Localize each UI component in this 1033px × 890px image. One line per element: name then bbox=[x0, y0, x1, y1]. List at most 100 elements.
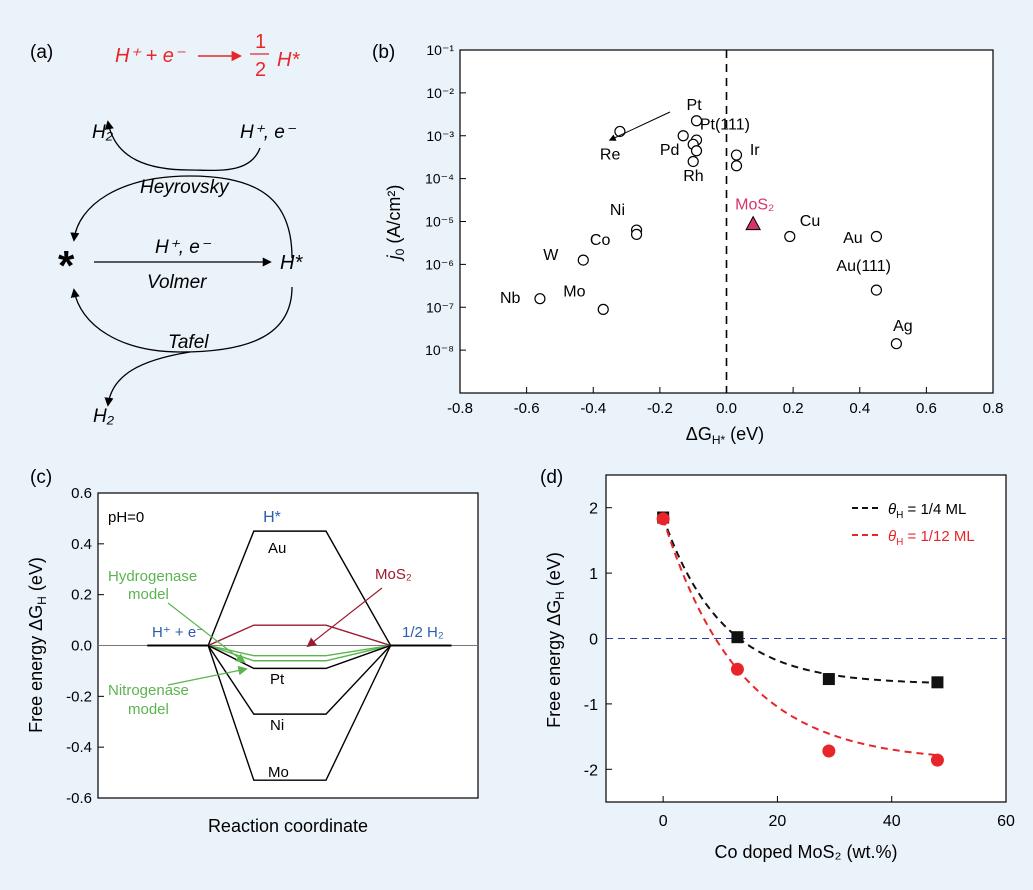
active-site-star: * bbox=[58, 242, 75, 289]
d-point-circle bbox=[930, 753, 944, 767]
b-xtick-label: -0.6 bbox=[514, 400, 540, 417]
b-point bbox=[577, 254, 589, 266]
d-ylabel-sub: H bbox=[553, 591, 567, 600]
d-fit-curve bbox=[662, 517, 938, 684]
c-ytick-label: 0.6 bbox=[71, 485, 92, 502]
c-ytick-label: 0.4 bbox=[71, 536, 92, 553]
b-ytick-label: 10⁻³ bbox=[426, 128, 454, 144]
d-point-square bbox=[822, 673, 835, 686]
hstar-label: H* bbox=[280, 252, 303, 274]
b-ytick-label: 10⁻⁶ bbox=[425, 256, 454, 272]
b-xtick-label: 0.2 bbox=[783, 400, 804, 417]
d-legend-label-2: θH = 1/12 ML bbox=[888, 528, 975, 548]
panel-c-free-energy-diagram: (c) 0.6 0.4 0.2 0.0 -0.2 -0.4 -0.6 pH=0 H* H⁺ … bbox=[26, 467, 479, 836]
c-ni-label: Ni bbox=[270, 717, 284, 734]
c-left-state-label: H⁺ + e⁻ bbox=[152, 624, 204, 641]
d-ytick-label: 2 bbox=[589, 501, 598, 518]
b-ytick-label: 10⁻⁴ bbox=[425, 171, 454, 187]
volmer-label: Volmer bbox=[147, 272, 207, 293]
pt111-pointer bbox=[608, 111, 671, 141]
d-xlabel: Co doped MoS₂ (wt.%) bbox=[714, 842, 897, 862]
c-ytick-label: 0.0 bbox=[71, 638, 92, 655]
b-ytick-label: 10⁻⁸ bbox=[425, 342, 454, 358]
d-legend-1-pre: θ bbox=[888, 501, 896, 518]
d-ylabel: Free energy ΔGH (eV) bbox=[544, 552, 567, 728]
b-xtick-label: 0.0 bbox=[716, 400, 737, 417]
b-point bbox=[870, 284, 883, 296]
b-point bbox=[784, 230, 796, 243]
d-ytick-label: 1 bbox=[589, 566, 598, 583]
b-xlabel-post: (eV) bbox=[725, 424, 764, 444]
b-label: Pt(111) bbox=[700, 116, 750, 133]
b-mos2-label: MoS₂ bbox=[735, 197, 774, 214]
c-mo-label: Mo bbox=[268, 764, 289, 781]
c-ylabel-pre: Free energy ΔG bbox=[26, 605, 46, 733]
c-ytick-label: 0.2 bbox=[71, 587, 92, 604]
d-xtick-label: 40 bbox=[883, 813, 901, 830]
tafel-arrow bbox=[70, 286, 293, 353]
b-xaxis-ticks: -0.8 -0.6 -0.4 -0.2 0.0 0.2 0.4 0.6 0.8 bbox=[447, 387, 1003, 417]
heyrovsky-lower-arrow bbox=[70, 175, 293, 259]
b-ytick-label: 10⁻⁵ bbox=[425, 214, 454, 230]
proton-top-label: H⁺, e⁻ bbox=[240, 122, 297, 143]
c-ylabel-sub: H bbox=[35, 596, 49, 605]
c-ylabel: Free energy ΔGH (eV) bbox=[26, 557, 49, 733]
b-point bbox=[534, 293, 546, 305]
b-xtick-label: -0.2 bbox=[647, 400, 673, 417]
tafel-label: Tafel bbox=[168, 332, 209, 353]
d-ylabel-post: (eV) bbox=[544, 552, 564, 591]
b-xtick-label: -0.4 bbox=[580, 400, 606, 417]
b-label: Rh bbox=[683, 168, 703, 185]
panel-d-co-doping: (d) 210-1-2 0 20 40 60 θH = 1/4 ML θH = 1/1… bbox=[540, 467, 1015, 862]
d-legend-2-post: = 1/12 ML bbox=[903, 528, 974, 545]
panel-c-label: (c) bbox=[30, 467, 52, 488]
tafel-h2-arrow bbox=[104, 351, 191, 407]
b-label: Co bbox=[590, 232, 611, 249]
panel-b-label: (b) bbox=[372, 42, 395, 63]
reaction-lhs: H⁺ + e⁻ bbox=[115, 45, 186, 67]
b-xtick-label: 0.6 bbox=[916, 400, 937, 417]
b-label: Mo bbox=[563, 284, 585, 301]
b-label: Pd bbox=[660, 142, 680, 159]
reaction-equation: H⁺ + e⁻ 1 2 H* bbox=[115, 31, 300, 81]
reaction-product: H* bbox=[277, 49, 300, 71]
panel-a-label: (a) bbox=[30, 42, 53, 63]
b-label: Ni bbox=[610, 202, 625, 219]
b-ylabel-pre: j bbox=[384, 254, 404, 262]
b-label: Ir bbox=[750, 142, 760, 159]
c-ytick-label: -0.2 bbox=[66, 688, 92, 705]
d-fit-curves bbox=[662, 517, 938, 757]
proton-mid-label: H⁺, e⁻ bbox=[155, 237, 212, 258]
b-point bbox=[890, 338, 902, 350]
d-point-circle bbox=[730, 662, 744, 676]
b-label: Nb bbox=[500, 290, 521, 307]
c-nitrogenase-label-1: Nitrogenase bbox=[108, 682, 189, 699]
c-right-state-label: 1/2 H₂ bbox=[402, 624, 444, 641]
c-hydrogenase-label-2: model bbox=[128, 586, 169, 603]
d-yaxis-ticks: 2 1 0 -1 -2 bbox=[584, 501, 612, 779]
d-xaxis-ticks: 0 20 40 60 bbox=[659, 796, 1015, 830]
b-point bbox=[730, 149, 743, 161]
c-xlabel: Reaction coordinate bbox=[208, 816, 368, 836]
d-legend: θH = 1/4 ML θH = 1/12 ML bbox=[852, 501, 975, 548]
b-point bbox=[870, 230, 883, 243]
d-point-square bbox=[731, 631, 744, 644]
b-xtick-label: 0.4 bbox=[849, 400, 870, 417]
c-au-label: Au bbox=[268, 540, 286, 557]
d-xtick-label: 0 bbox=[659, 813, 668, 830]
b-point bbox=[690, 145, 703, 157]
reaction-half-num: 1 bbox=[255, 31, 266, 53]
d-ytick-label: -2 bbox=[584, 762, 598, 779]
c-mos2-label: MoS₂ bbox=[375, 566, 412, 583]
c-ph-note: pH=0 bbox=[108, 509, 144, 526]
b-label: Au(111) bbox=[836, 258, 891, 275]
b-point bbox=[687, 155, 699, 168]
b-yaxis-ticks: 10⁻¹ 10⁻² 10⁻³ 10⁻⁴ 10⁻⁵ 10⁻⁶ 10⁻⁷ 10⁻⁸ bbox=[425, 42, 466, 358]
b-point bbox=[690, 115, 703, 127]
d-point-circle bbox=[656, 512, 670, 526]
c-ytick-label: -0.6 bbox=[66, 790, 92, 807]
c-hstar-label: H* bbox=[263, 509, 281, 526]
panel-d-label: (d) bbox=[540, 467, 563, 488]
b-point bbox=[597, 303, 609, 315]
